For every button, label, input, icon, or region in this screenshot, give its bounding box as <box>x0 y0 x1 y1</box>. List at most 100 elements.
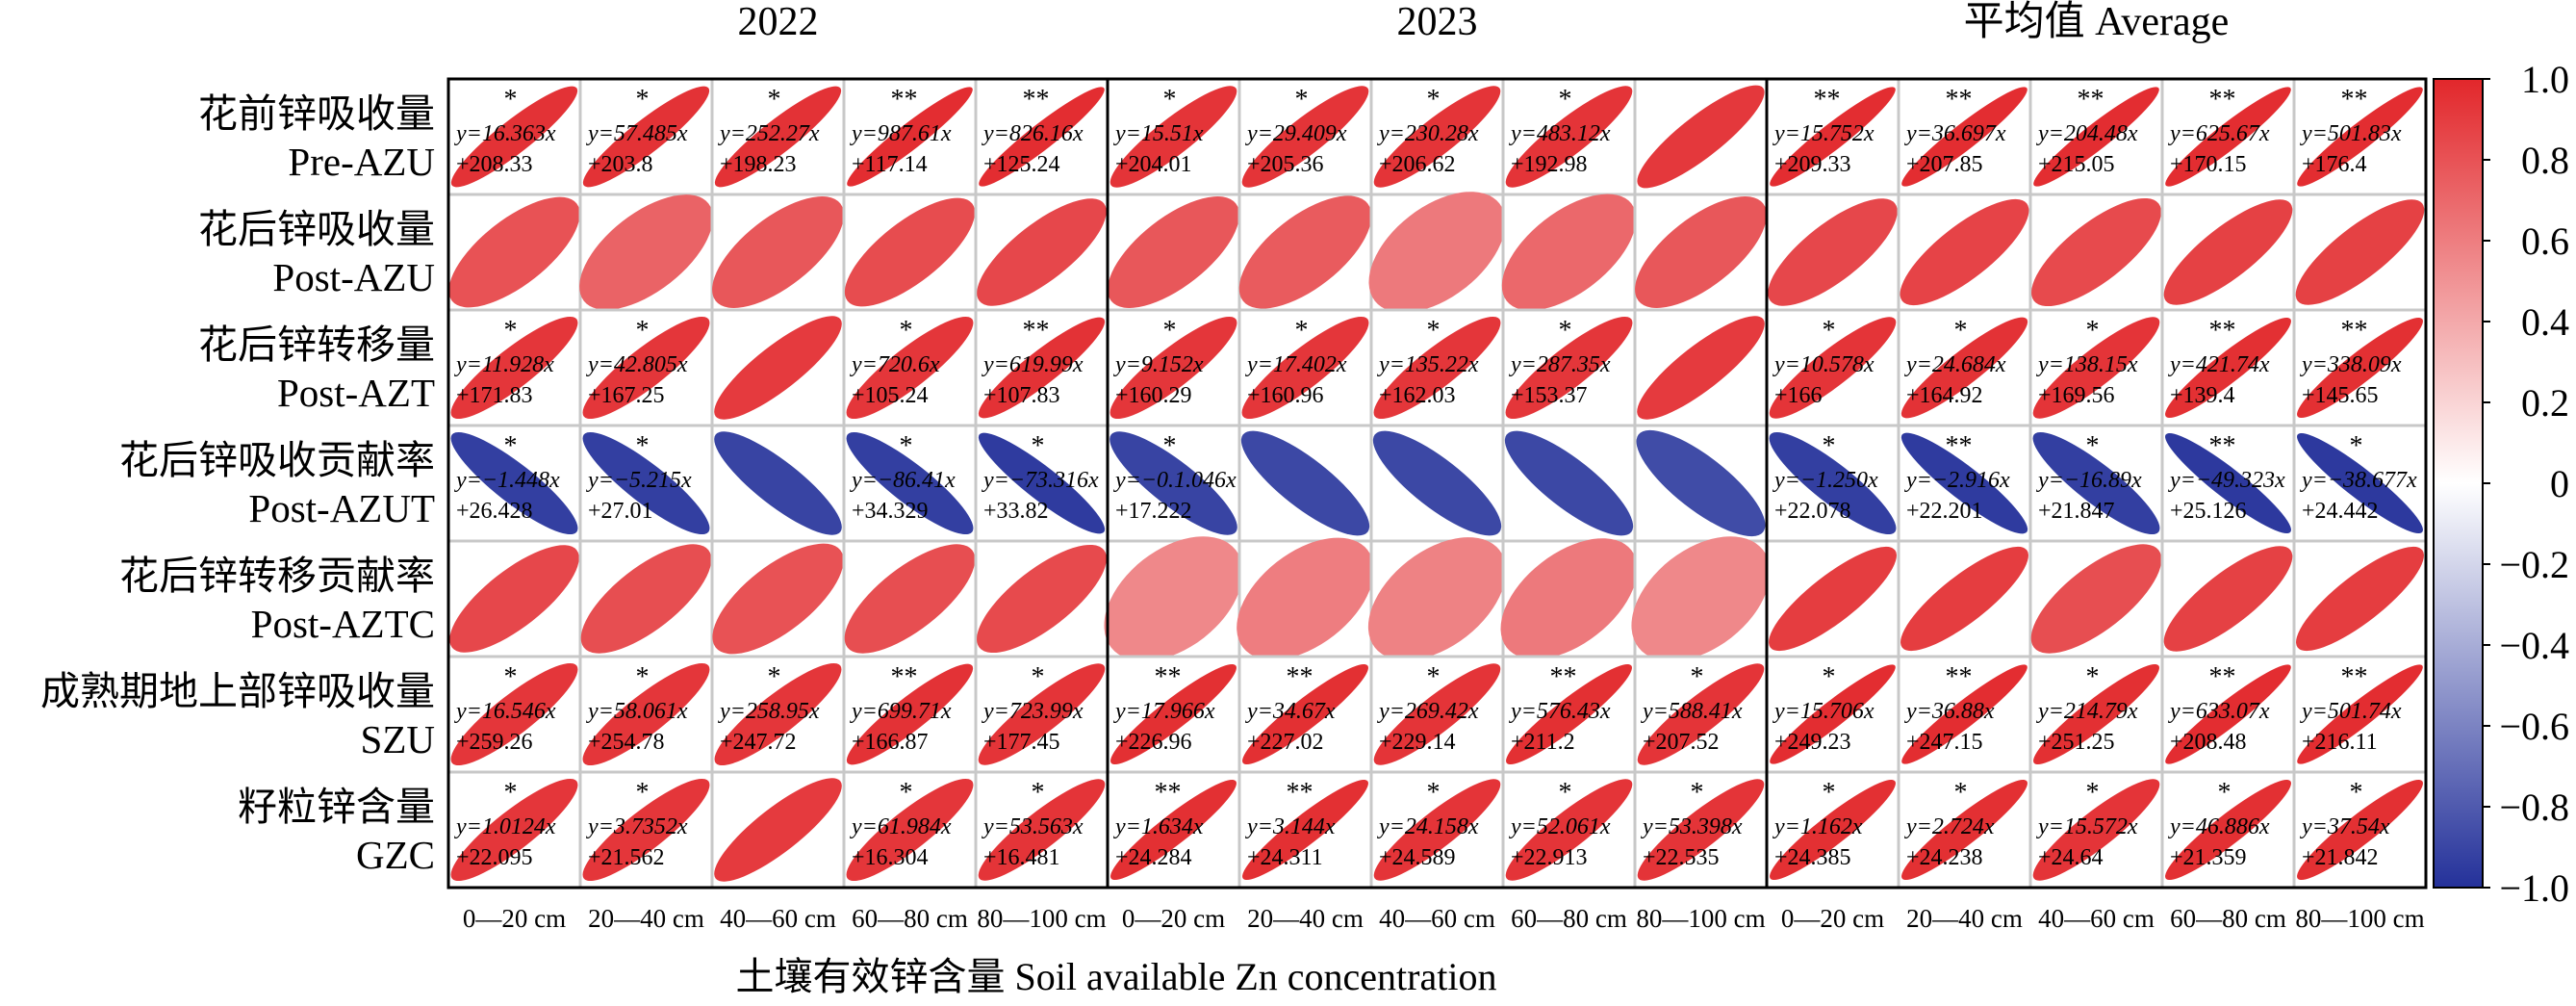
heatmap-cell <box>1369 424 1505 543</box>
correlation-ellipse <box>1901 779 2028 881</box>
significance-mark: * <box>1295 85 1309 115</box>
regression-equation-slope: y=61.984x <box>850 814 952 839</box>
correlation-ellipse <box>1900 198 2029 306</box>
regression-equation-slope: y=1.634x <box>1113 814 1204 839</box>
correlation-ellipse <box>1768 198 1898 306</box>
regression-equation-slope: y=588.41x <box>1641 699 1743 724</box>
significance-mark: * <box>2086 778 2100 808</box>
heatmap-cell <box>1104 536 1243 661</box>
regression-equation-slope: y=421.74x <box>2168 352 2270 377</box>
regression-equation-slope: y=987.61x <box>850 121 952 146</box>
regression-equation-slope: y=52.061x <box>1509 814 1611 839</box>
depth-label: 0—20 cm <box>1122 904 1225 933</box>
correlation-ellipse <box>714 662 842 766</box>
significance-mark: * <box>2086 662 2100 692</box>
correlation-ellipse <box>2163 546 2293 652</box>
regression-equation-intercept: +203.8 <box>588 152 653 177</box>
heatmap-cell: ** y=338.09x +145.65 <box>2292 308 2428 427</box>
correlation-ellipse <box>712 543 844 655</box>
heatmap-cell: ** y=15.752x +209.33 <box>1765 77 1900 196</box>
regression-equation-slope: y=135.22x <box>1377 352 1479 377</box>
heatmap-cell: * y=46.886x +21.359 <box>2160 770 2296 890</box>
significance-mark: ** <box>1023 85 1050 115</box>
heatmap-cell <box>1633 77 1769 196</box>
significance-mark: * <box>1427 662 1441 692</box>
regression-equation-slope: y=−86.41x <box>850 468 956 493</box>
correlation-ellipse <box>978 317 1106 419</box>
heatmap-cell: * y=24.684x +164.92 <box>1897 308 2032 427</box>
heatmap-cell: ** y=34.67x +227.02 <box>1237 655 1373 774</box>
regression-equation-slope: y=1.0124x <box>454 814 556 839</box>
regression-equation-intercept: +21.842 <box>2302 845 2379 870</box>
significance-mark: ** <box>2209 316 2236 346</box>
heatmap-cell: * y=16.546x +259.26 <box>446 655 582 774</box>
row-label-cn: 花后锌吸收量 <box>198 207 435 251</box>
significance-mark: ** <box>2341 85 2368 115</box>
heatmap-cell: * y=1.0124x +22.095 <box>446 770 582 890</box>
significance-mark: * <box>2350 778 2363 808</box>
significance-mark: * <box>1691 662 1704 692</box>
correlation-ellipse <box>1109 86 1237 188</box>
heatmap-cell <box>1633 424 1769 543</box>
regression-equation-intercept: +211.2 <box>1511 730 1575 755</box>
regression-equation-slope: y=36.88x <box>1904 699 1995 724</box>
significance-mark: * <box>1823 431 1836 461</box>
regression-equation-intercept: +254.78 <box>588 730 665 755</box>
row-label-cn: 成熟期地上部锌吸收量 <box>40 669 435 713</box>
significance-mark: * <box>2086 431 2100 461</box>
depth-label: 80—100 cm <box>2295 904 2424 933</box>
depth-label: 80—100 cm <box>1636 904 1765 933</box>
heatmap-cell <box>2292 539 2428 658</box>
regression-equation-intercept: +22.913 <box>1511 845 1588 870</box>
heatmap-cell: * y=24.158x +24.589 <box>1369 770 1505 890</box>
heatmap-cell <box>578 539 714 658</box>
heatmap-cell <box>1106 193 1241 312</box>
regression-equation-intercept: +125.24 <box>983 152 1060 177</box>
regression-equation-slope: y=3.7352x <box>586 814 688 839</box>
significance-mark: * <box>2218 778 2232 808</box>
heatmap-cell: * y=1.162x +24.385 <box>1765 770 1900 890</box>
significance-mark: * <box>1163 316 1177 346</box>
correlation-ellipse <box>1109 316 1237 420</box>
correlation-ellipse <box>2163 199 2293 305</box>
significance-mark: ** <box>1155 778 1182 808</box>
correlation-ellipse <box>714 316 842 420</box>
significance-mark: ** <box>1287 778 1314 808</box>
colorbar-tick-label: −0.4 <box>2499 624 2569 667</box>
significance-mark: * <box>1559 316 1572 346</box>
heatmap-cell <box>1631 536 1771 661</box>
regression-equation-slope: y=2.724x <box>1904 814 1995 839</box>
regression-equation-intercept: +204.01 <box>1115 152 1192 177</box>
heatmap-cell: * y=2.724x +24.238 <box>1897 770 2032 890</box>
correlation-ellipse <box>1635 196 1767 308</box>
significance-mark: * <box>1295 316 1309 346</box>
colorbar-tick-label: 0 <box>2550 462 2569 505</box>
regression-equation-slope: y=15.572x <box>2036 814 2138 839</box>
significance-mark: * <box>2350 431 2363 461</box>
group-header: 平均值 Average <box>1964 0 2230 44</box>
regression-equation-intercept: +139.4 <box>2170 383 2235 408</box>
heatmap-cell: ** y=633.07x +208.48 <box>2160 655 2296 774</box>
regression-equation-intercept: +34.329 <box>852 499 929 524</box>
heatmap-cell: * y=15.51x +204.01 <box>1106 77 1241 196</box>
correlation-ellipse <box>2032 431 2160 535</box>
correlation-ellipse <box>1241 316 1369 420</box>
regression-equation-slope: y=258.95x <box>718 699 820 724</box>
correlation-ellipse <box>846 663 974 765</box>
regression-equation-intercept: +26.428 <box>456 499 533 524</box>
correlation-ellipse <box>582 778 710 882</box>
correlation-ellipse <box>1637 85 1765 189</box>
regression-equation-intercept: +167.25 <box>588 383 665 408</box>
heatmap-cell: * y=3.7352x +21.562 <box>578 770 714 890</box>
correlation-ellipse <box>1505 316 1633 420</box>
heatmap-cell: ** y=699.71x +166.87 <box>842 655 978 774</box>
regression-equation-intercept: +207.52 <box>1643 730 1720 755</box>
significance-mark: * <box>1427 316 1441 346</box>
regression-equation-intercept: +166.87 <box>852 730 929 755</box>
correlation-ellipse <box>1373 86 1501 188</box>
correlation-ellipse <box>1110 663 1237 765</box>
correlation-ellipse <box>1505 86 1633 188</box>
heatmap-cell: * y=57.485x +203.8 <box>578 77 714 196</box>
significance-mark: ** <box>1287 662 1314 692</box>
